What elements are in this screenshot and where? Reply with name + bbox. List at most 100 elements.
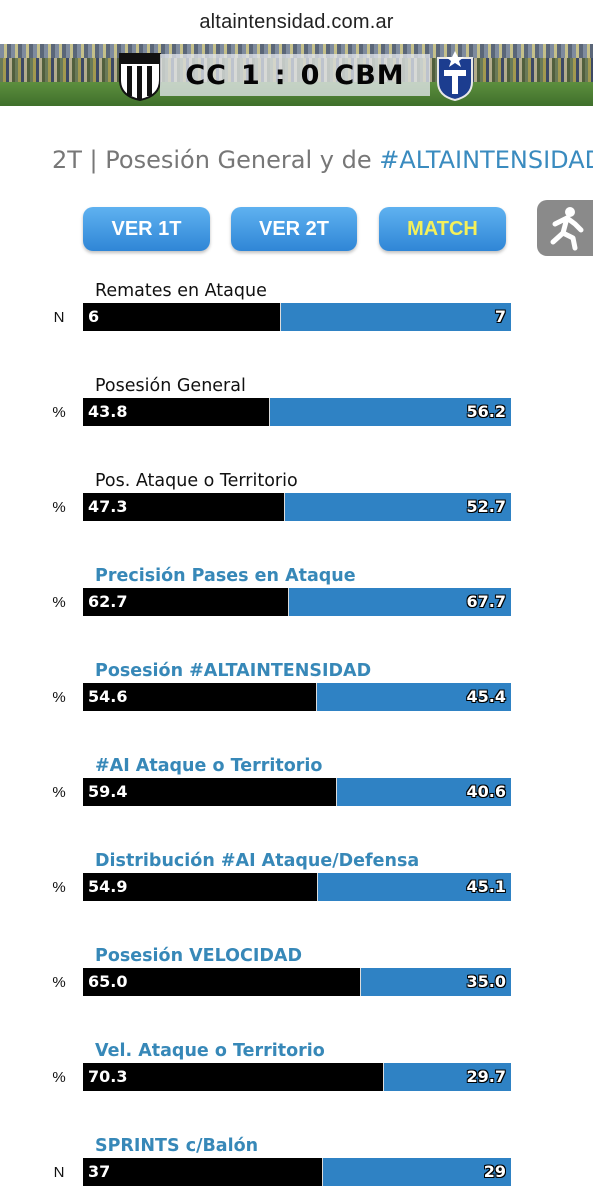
stat-label: Pos. Ataque o Territorio: [95, 471, 298, 491]
home-team-crest-icon: [119, 53, 161, 102]
stat-label: SPRINTS c/Balón: [95, 1136, 259, 1156]
scoreboard: CC 1 : 0 CBM: [160, 54, 430, 96]
home-bar-segment: 62.7: [83, 588, 289, 616]
home-value: 70.3: [88, 1067, 128, 1086]
away-value: 40.6: [466, 782, 506, 801]
home-bar-segment: 6: [83, 303, 281, 331]
away-goals: 0: [300, 59, 321, 91]
stat-unit: %: [52, 594, 66, 611]
match-button[interactable]: MATCH: [379, 207, 506, 251]
away-bar-segment: 29: [323, 1158, 511, 1186]
away-value: 29.7: [466, 1067, 506, 1086]
home-goals: 1: [240, 59, 261, 91]
stat-label: Vel. Ataque o Territorio: [95, 1041, 325, 1061]
stat-unit: %: [52, 499, 66, 516]
stat-unit: %: [52, 1069, 66, 1086]
away-team-crest-icon: [437, 51, 473, 102]
match-label: MATCH: [407, 217, 478, 240]
url-bar[interactable]: altaintensidad.com.ar: [0, 0, 593, 44]
stat-label: Posesión General: [95, 376, 246, 396]
away-bar-segment: 45.1: [318, 873, 511, 901]
stat-unit: %: [52, 784, 66, 801]
away-bar-segment: 45.4: [317, 683, 511, 711]
home-value: 65.0: [88, 972, 128, 991]
home-bar-segment: 70.3: [83, 1063, 384, 1091]
stat-row: Distribución #AI Ataque/Defensa% 54.9 45.1: [0, 851, 593, 911]
home-value: 59.4: [88, 782, 128, 801]
stat-unit: %: [52, 689, 66, 706]
away-bar-segment: 56.2: [270, 398, 511, 426]
ver-1t-button[interactable]: VER 1T: [83, 207, 210, 251]
stat-bar: 62.7 67.7: [83, 588, 511, 616]
stat-label: Distribución #AI Ataque/Defensa: [95, 851, 420, 871]
home-value: 6: [88, 307, 100, 326]
stat-label: Posesión #ALTAINTENSIDAD: [95, 661, 372, 681]
stat-unit: %: [52, 404, 66, 421]
stat-bar: 54.6 45.4: [83, 683, 511, 711]
stat-label: Posesión VELOCIDAD: [95, 946, 302, 966]
stat-bar: 65.0 35.0: [83, 968, 511, 996]
home-bar-segment: 47.3: [83, 493, 285, 521]
runner-icon: [550, 207, 584, 251]
stat-row: SPRINTS c/Balón N 37 29: [0, 1136, 593, 1196]
home-bar-segment: 59.4: [83, 778, 337, 806]
stat-label: #AI Ataque o Territorio: [95, 756, 323, 776]
stat-row: Posesión VELOCIDAD% 65.0 35.0: [0, 946, 593, 1006]
away-bar-segment: 29.7: [384, 1063, 511, 1091]
score-separator: :: [274, 59, 287, 91]
stat-unit: %: [52, 879, 66, 896]
home-value: 37: [88, 1162, 111, 1181]
match-banner: CC 1 : 0 CBM: [0, 44, 593, 106]
home-value: 43.8: [88, 402, 128, 421]
url-text: altaintensidad.com.ar: [199, 10, 394, 33]
home-value: 54.9: [88, 877, 128, 896]
stat-row: Posesión General% 43.8 56.2: [0, 376, 593, 436]
home-bar-segment: 54.6: [83, 683, 317, 711]
ver-1t-label: VER 1T: [111, 217, 182, 240]
home-bar-segment: 54.9: [83, 873, 318, 901]
home-team-abbr: CC: [185, 59, 227, 91]
home-value: 54.6: [88, 687, 128, 706]
ver-2t-button[interactable]: VER 2T: [231, 207, 357, 251]
stat-row: Posesión #ALTAINTENSIDAD% 54.6 45.4: [0, 661, 593, 721]
away-value: 56.2: [466, 402, 506, 421]
away-value: 45.1: [466, 877, 506, 896]
away-bar-segment: 67.7: [289, 588, 511, 616]
stat-bar: 54.9 45.1: [83, 873, 511, 901]
stat-bar: 59.4 40.6: [83, 778, 511, 806]
page-title-prefix: 2T | Posesión General y de: [52, 146, 380, 174]
away-team-abbr: CBM: [334, 59, 405, 91]
stat-bar: 70.3 29.7: [83, 1063, 511, 1091]
stat-row: Vel. Ataque o Territorio% 70.3 29.7: [0, 1041, 593, 1101]
home-bar-segment: 65.0: [83, 968, 361, 996]
runner-menu-button[interactable]: [537, 200, 593, 256]
home-value: 62.7: [88, 592, 128, 611]
home-value: 47.3: [88, 497, 128, 516]
away-value: 29: [483, 1162, 506, 1181]
stat-label: Precisión Pases en Ataque: [95, 566, 356, 586]
away-value: 35.0: [466, 972, 506, 991]
home-bar-segment: 43.8: [83, 398, 270, 426]
stat-bar: 47.3 52.7: [83, 493, 511, 521]
stat-row: #AI Ataque o Territorio% 59.4 40.6: [0, 756, 593, 816]
away-bar-segment: 35.0: [361, 968, 511, 996]
away-value: 67.7: [466, 592, 506, 611]
away-value: 52.7: [466, 497, 506, 516]
away-bar-segment: 52.7: [285, 493, 511, 521]
page-title: 2T | Posesión General y de #ALTAINTENSID…: [52, 146, 593, 174]
stat-unit: N: [53, 1164, 65, 1181]
stat-row: Remates en Ataque N 6 7: [0, 281, 593, 341]
stat-bar: 43.8 56.2: [83, 398, 511, 426]
ver-2t-label: VER 2T: [258, 217, 330, 240]
away-bar-segment: 7: [281, 303, 511, 331]
stat-unit: %: [52, 974, 66, 991]
away-value: 7: [494, 307, 506, 326]
stat-unit: N: [53, 309, 65, 326]
away-value: 45.4: [466, 687, 506, 706]
away-bar-segment: 40.6: [337, 778, 511, 806]
stat-row: Precisión Pases en Ataque% 62.7 67.7: [0, 566, 593, 626]
stat-row: Pos. Ataque o Territorio% 47.3 52.7: [0, 471, 593, 531]
stat-label: Remates en Ataque: [95, 281, 267, 301]
stat-bar: 37 29: [83, 1158, 511, 1186]
